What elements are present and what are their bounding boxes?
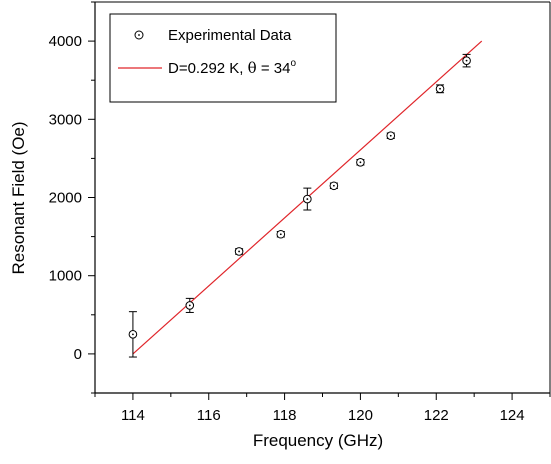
legend: Experimental Data D=0.292 K, θ = 34o xyxy=(109,13,337,103)
data-point xyxy=(356,158,365,167)
y-axis-ticks: 0 1000 2000 3000 4000 xyxy=(49,1,95,394)
y-axis-title: Resonant Field (Oe) xyxy=(9,121,28,274)
data-point xyxy=(435,84,445,94)
y-tick-label: 1000 xyxy=(49,268,82,285)
point-marker-center xyxy=(279,233,282,236)
x-axis-ticks: 114 116 118 120 122 124 xyxy=(94,393,551,424)
y-tick-label: 0 xyxy=(74,346,82,363)
x-tick-label: 122 xyxy=(424,407,449,424)
data-points-layer xyxy=(128,53,471,358)
point-marker-center xyxy=(188,304,191,307)
y-tick-label: 3000 xyxy=(49,111,82,128)
data-point xyxy=(329,181,339,191)
point-marker-center xyxy=(359,161,362,164)
data-point xyxy=(303,187,312,211)
legend-label-fit: D=0.292 K, θ = 34o xyxy=(168,58,296,77)
data-point xyxy=(462,53,471,68)
legend-marker-experimental-dot xyxy=(138,34,140,36)
legend-box xyxy=(109,13,337,103)
x-tick-label: 118 xyxy=(273,407,297,424)
y-tick-label: 4000 xyxy=(49,33,82,50)
point-marker-center xyxy=(306,198,309,200)
y-tick-label: 2000 xyxy=(49,190,82,207)
point-marker-center xyxy=(132,333,134,336)
data-point xyxy=(185,297,195,313)
legend-marker-experimental xyxy=(134,30,144,40)
legend-fit-degree: o xyxy=(290,58,296,69)
point-marker-center xyxy=(439,87,441,90)
point-marker-center xyxy=(389,134,392,137)
x-tick-label: 116 xyxy=(197,407,221,424)
data-point xyxy=(234,247,244,256)
legend-fit-theta: θ xyxy=(248,59,257,77)
point-marker-center xyxy=(332,184,335,187)
data-point xyxy=(128,311,138,358)
x-tick-label: 120 xyxy=(348,407,373,424)
data-point xyxy=(386,131,396,141)
data-point xyxy=(276,229,286,239)
x-tick-label: 114 xyxy=(121,407,145,424)
legend-label-experimental: Experimental Data xyxy=(168,27,292,44)
legend-fit-mid: = 34 xyxy=(257,60,291,77)
point-marker-center xyxy=(238,250,240,253)
x-tick-label: 124 xyxy=(500,407,525,424)
x-axis-title: Frequency (GHz) xyxy=(253,431,383,450)
point-marker-center xyxy=(465,59,468,62)
legend-fit-prefix: D=0.292 K, xyxy=(168,60,248,77)
